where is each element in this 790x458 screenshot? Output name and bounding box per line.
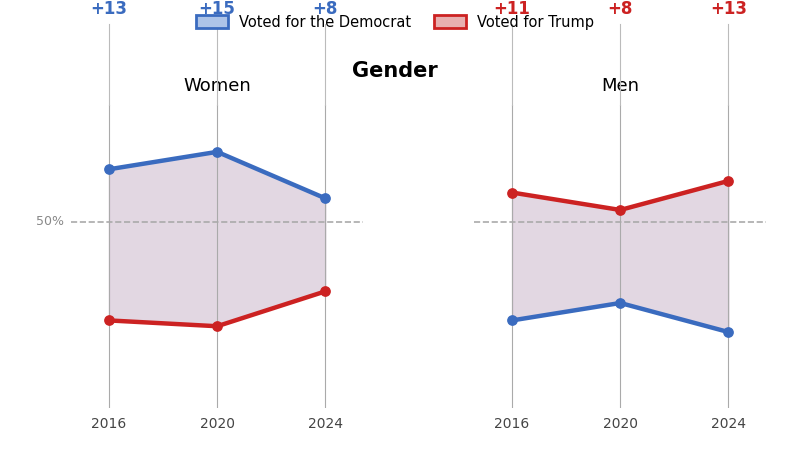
Text: +11: +11 [494, 0, 531, 18]
Point [103, 317, 115, 324]
Title: Men: Men [601, 77, 639, 95]
Text: +8: +8 [313, 0, 338, 18]
Title: Women: Women [183, 77, 251, 95]
Point [506, 317, 518, 324]
Point [319, 195, 332, 202]
Point [319, 288, 332, 295]
Legend: Voted for the Democrat, Voted for Trump: Voted for the Democrat, Voted for Trump [189, 7, 601, 37]
Text: +13: +13 [710, 0, 747, 18]
Text: +15: +15 [199, 0, 235, 18]
Point [103, 166, 115, 173]
Point [614, 300, 626, 307]
Point [614, 206, 626, 213]
Text: +13: +13 [91, 0, 127, 18]
Point [722, 177, 735, 185]
Text: +8: +8 [608, 0, 633, 18]
Text: 50%: 50% [36, 215, 63, 228]
Point [722, 328, 735, 336]
Point [506, 189, 518, 196]
Point [211, 322, 224, 330]
Point [211, 148, 224, 156]
Text: Gender: Gender [352, 61, 438, 81]
